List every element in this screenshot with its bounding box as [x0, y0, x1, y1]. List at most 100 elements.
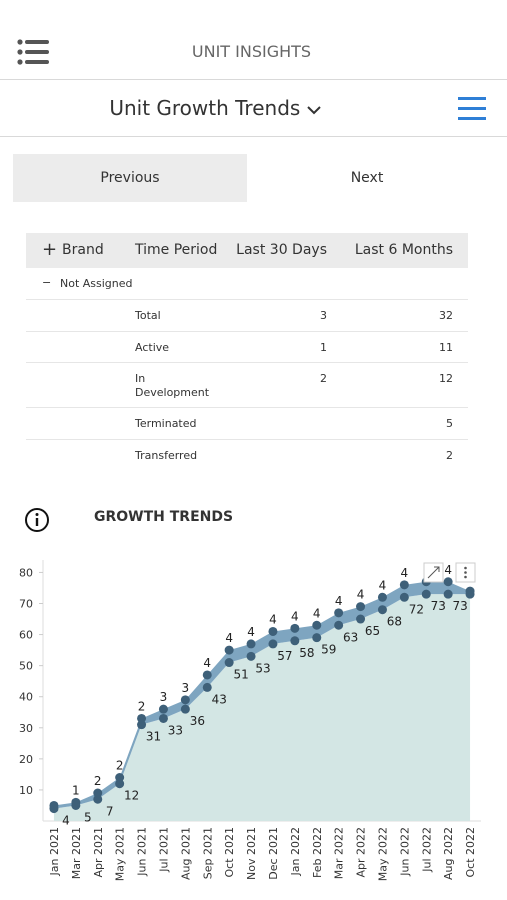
cell-value: 12: [439, 372, 453, 385]
row-divider: [26, 439, 468, 440]
column-header: Time Period: [135, 242, 218, 258]
x-tick-label: Aug 2022: [442, 827, 455, 880]
menu-icon[interactable]: [17, 38, 51, 66]
top-point: [180, 695, 190, 705]
top-point: [356, 602, 366, 612]
x-tick-label: Dec 2021: [267, 827, 280, 880]
row-label: In Development: [135, 372, 210, 399]
top-point: [246, 639, 256, 649]
x-tick-label: Jan 2021: [48, 827, 61, 876]
cell-value: 2: [446, 449, 453, 462]
x-tick-label: Mar 2021: [70, 827, 83, 879]
data-label: 4: [203, 656, 211, 670]
info-icon[interactable]: [24, 507, 50, 533]
previous-button[interactable]: Previous: [13, 154, 247, 202]
row-divider: [26, 299, 468, 300]
data-label: 2: [116, 759, 124, 773]
x-tick-label: Oct 2021: [223, 827, 236, 878]
data-label: 4: [269, 612, 277, 626]
base-point: [202, 682, 212, 692]
y-tick-label: 20: [19, 753, 33, 766]
section-title: GROWTH TRENDS: [94, 509, 234, 525]
more-glyph: [464, 566, 467, 579]
base-point: [334, 620, 344, 630]
base-point: [312, 633, 322, 643]
y-tick-label: 70: [19, 598, 33, 611]
data-label: 58: [299, 646, 314, 660]
row-label: Active: [135, 341, 170, 354]
data-label: 33: [168, 723, 183, 737]
top-point: [399, 580, 409, 590]
top-point: [71, 797, 81, 807]
x-tick-label: Feb 2022: [311, 827, 324, 878]
data-label: 63: [343, 630, 358, 644]
base-point: [115, 779, 125, 789]
next-button[interactable]: Next: [350, 170, 384, 186]
view-selector[interactable]: Unit Growth Trends: [0, 96, 430, 120]
row-divider: [26, 331, 468, 332]
data-label: 59: [321, 643, 336, 657]
data-label: 2: [94, 774, 102, 788]
x-tick-label: Nov 2021: [245, 827, 258, 880]
table: + Brand Time Period Last 30 Days Last 6 …: [26, 233, 468, 462]
y-tick-label: 60: [19, 629, 33, 642]
y-tick-label: 80: [19, 566, 33, 579]
cell-value: 3: [320, 309, 327, 322]
data-label: 57: [277, 649, 292, 663]
data-label: 72: [409, 602, 424, 616]
top-point: [443, 577, 453, 587]
data-label: 7: [106, 804, 114, 818]
base-point: [377, 605, 387, 615]
x-tick-label: Aug 2021: [179, 827, 192, 880]
row-divider: [26, 362, 468, 363]
x-tick-label: Apr 2022: [355, 827, 368, 878]
column-header: Last 30 Days: [236, 242, 327, 258]
y-tick-label: 30: [19, 722, 33, 735]
row-label: Transferred: [135, 449, 198, 462]
data-label: 3: [182, 681, 190, 695]
collapse-icon[interactable]: −: [42, 276, 52, 289]
top-point: [137, 713, 147, 723]
data-label: 68: [387, 615, 402, 629]
row-label: Terminated: [135, 417, 197, 430]
chevron: [306, 106, 321, 115]
base-point: [399, 592, 409, 602]
top-point: [312, 620, 322, 630]
blue-menu-icon[interactable]: [457, 96, 487, 122]
x-tick-label: Sep 2021: [201, 827, 214, 879]
base-point: [137, 720, 147, 730]
base-point: [290, 636, 300, 646]
row-divider: [26, 407, 468, 408]
divider: [0, 136, 507, 137]
expand-icon[interactable]: +: [42, 239, 58, 260]
base-point: [443, 589, 453, 599]
cell-value: 2: [320, 372, 327, 385]
data-label: 31: [146, 730, 161, 744]
data-label: 4: [247, 625, 255, 639]
data-label: 4: [401, 566, 409, 580]
base-point: [93, 794, 103, 804]
cell-value: 11: [439, 341, 453, 354]
data-label: 36: [190, 714, 205, 728]
y-tick-label: 40: [19, 691, 33, 704]
x-tick-label: Jul 2021: [157, 827, 170, 873]
top-point: [465, 586, 475, 596]
app-title: UNIT INSIGHTS: [191, 42, 312, 61]
data-label: 4: [291, 609, 299, 623]
base-point: [180, 704, 190, 714]
group-label: Not Assigned: [60, 277, 133, 290]
data-label: 43: [212, 692, 227, 706]
data-label: 1: [72, 783, 80, 797]
data-label: 5: [84, 810, 92, 824]
data-label: 4: [313, 606, 321, 620]
data-label: 3: [160, 690, 168, 704]
column-header: Brand: [62, 242, 104, 258]
top-point: [158, 704, 168, 714]
top-point: [224, 645, 234, 655]
data-label: 4: [225, 631, 233, 645]
top-point: [334, 608, 344, 618]
base-point: [158, 713, 168, 723]
top-point: [290, 623, 300, 633]
data-label: 4: [357, 588, 365, 602]
